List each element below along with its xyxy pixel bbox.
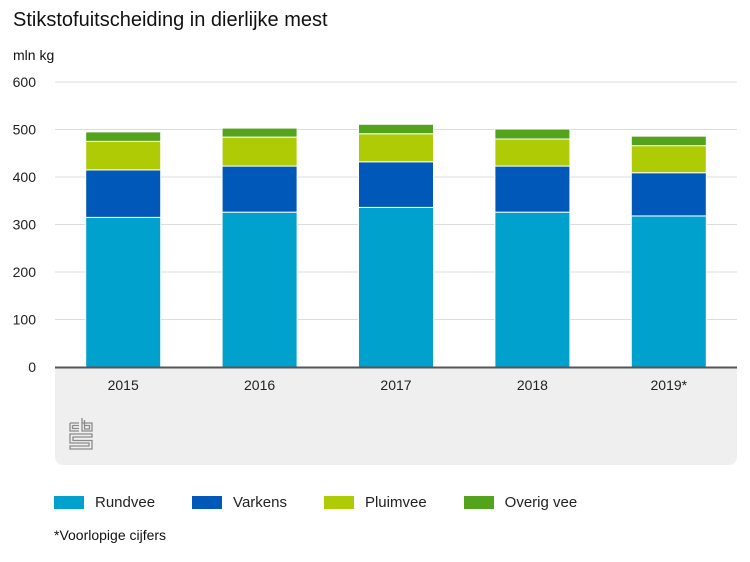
y-tick-label: 500 — [13, 122, 37, 138]
y-tick-label: 100 — [13, 312, 37, 328]
bar-segment-rundvee — [630, 215, 707, 368]
x-tick-label: 2016 — [244, 377, 275, 393]
legend-item-pluimvee: Pluimvee — [323, 494, 431, 511]
legend-label: Rundvee — [95, 494, 156, 511]
legend-item-varkens: Varkens — [192, 494, 291, 511]
bar-segment-pluimvee — [85, 140, 162, 171]
legend-swatch — [54, 496, 84, 509]
x-tick-label: 2017 — [380, 377, 411, 393]
bar-segment-varkens — [358, 161, 434, 208]
cbs-logo-icon — [69, 418, 93, 450]
y-tick-label: 400 — [13, 169, 37, 185]
legend-label: Pluimvee — [364, 494, 427, 511]
y-axis-label: mln kg — [13, 47, 55, 63]
bar-segment-pluimvee — [221, 136, 298, 167]
legend-label: Overig vee — [504, 494, 578, 511]
x-axis-panel — [55, 368, 737, 465]
y-tick-label: 0 — [28, 359, 36, 375]
bar-segment-varkens — [221, 165, 298, 213]
chart-title: Stikstofuitscheiding in dierlijke mest — [13, 9, 328, 31]
x-tick-label: 2018 — [517, 377, 548, 393]
x-tick-label: 2019* — [651, 377, 688, 393]
legend-item-rundvee: Rundvee — [54, 494, 159, 511]
bars — [85, 123, 707, 368]
bar-segment-varkens — [85, 169, 162, 218]
bar-segment-varkens — [630, 172, 707, 217]
bar-segment-overig-vee — [494, 128, 571, 140]
y-tick-labels: 0 100 200 300 400 500 600 — [13, 74, 37, 375]
bar-segment-pluimvee — [358, 133, 434, 163]
bar-segment-overig-vee — [85, 131, 162, 142]
legend-label: Varkens — [233, 494, 287, 511]
legend-swatch — [463, 496, 494, 509]
legend-swatch — [192, 496, 223, 509]
legend-item-overig-vee: Overig vee — [463, 494, 582, 511]
bar-segment-rundvee — [85, 216, 162, 368]
y-tick-label: 600 — [13, 74, 37, 90]
x-tick-labels: 2015 2016 2017 2018 2019* — [108, 377, 688, 393]
x-tick-label: 2015 — [108, 377, 139, 393]
bar-segment-overig-vee — [221, 127, 298, 138]
bar-segment-varkens — [494, 165, 571, 213]
bar-segment-overig-vee — [630, 135, 707, 147]
y-tick-label: 200 — [13, 264, 37, 280]
bar-segment-pluimvee — [630, 145, 707, 174]
bar-segment-pluimvee — [494, 138, 571, 167]
bar-segment-rundvee — [221, 211, 298, 368]
chart-plot: 0 100 200 300 400 500 600 2015 2016 2017 2018 2019… — [13, 74, 737, 393]
legend-swatch — [323, 496, 354, 509]
bar-segment-rundvee — [358, 206, 434, 368]
footnote: *Voorlopige cijfers — [54, 527, 167, 543]
bar-segment-rundvee — [494, 211, 571, 368]
bar-segment-overig-vee — [358, 123, 434, 135]
legend: Rundvee Varkens Pluimvee Overig vee — [54, 494, 614, 511]
y-tick-label: 300 — [13, 217, 37, 233]
